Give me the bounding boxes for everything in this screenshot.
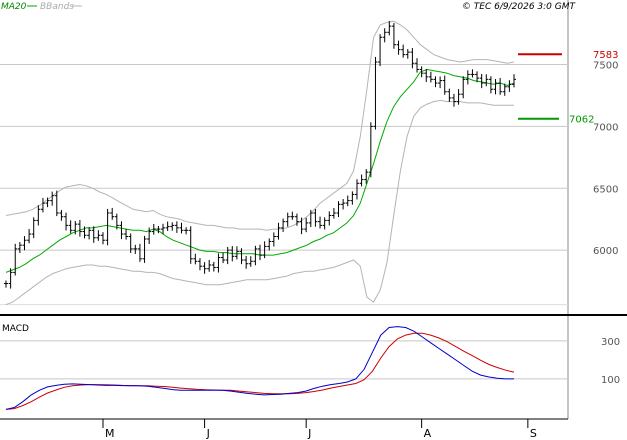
bbands-upper-line — [5, 20, 515, 231]
copyright-timestamp: © TEC 6/9/2026 3:0 GMT — [462, 2, 577, 12]
price-tick-label: 7500 — [593, 61, 618, 72]
price-panel-frame — [0, 0, 568, 315]
macd-tick-label: 100 — [601, 375, 620, 386]
x-tick-label: M — [105, 427, 115, 440]
x-tick-label: J — [307, 427, 311, 440]
price-axis-labels: 6000 6500 7000 7500 — [593, 61, 618, 258]
support-level-label: 7062 — [569, 115, 594, 126]
price-tick-label: 6000 — [593, 246, 618, 257]
x-tick-label: A — [424, 427, 432, 440]
price-tick-label: 6500 — [593, 184, 618, 195]
macd-signal-line — [5, 332, 515, 410]
macd-line — [5, 326, 514, 410]
macd-axis-labels: 100 300 — [601, 337, 620, 386]
resistance-level-label: 7583 — [593, 50, 618, 61]
bbands-layer — [5, 20, 515, 306]
ohlc-bars-layer — [4, 21, 516, 289]
x-tick-label: J — [206, 427, 210, 440]
legend-ma20-label: MA20 — [1, 2, 27, 12]
macd-panel-label: MACD — [2, 324, 29, 334]
levels-layer: 7583 7062 — [518, 50, 618, 126]
price-tick-label: 7000 — [593, 122, 618, 133]
macd-grid — [0, 340, 568, 380]
x-tick-label: S — [530, 427, 537, 440]
bbands-lower-line — [5, 99, 514, 306]
macd-tick-label: 300 — [601, 337, 620, 348]
macd-lines-layer — [5, 326, 515, 410]
legend-bbands-label: BBands — [40, 2, 74, 12]
price-grid — [0, 64, 568, 306]
